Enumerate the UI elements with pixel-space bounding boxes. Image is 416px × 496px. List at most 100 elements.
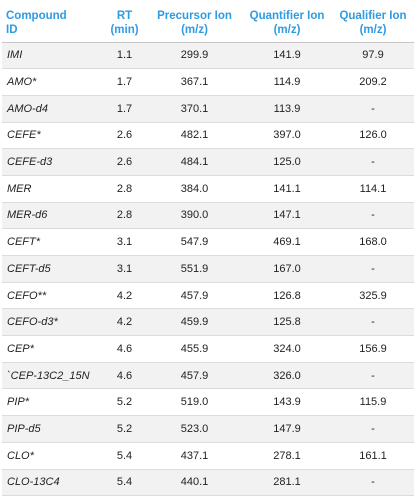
cell-quantifier-ion: 141.1 <box>242 175 332 203</box>
cell-qualifier-ion: - <box>332 95 414 123</box>
cell-qualifier-ion: 209.2 <box>332 68 414 96</box>
cell-qualifier-ion: - <box>332 415 414 443</box>
cell-quantifier-ion: 147.1 <box>242 202 332 230</box>
cell-quantifier-ion: 126.8 <box>242 282 332 310</box>
cell-compound-id: `CEP-13C2_15N <box>2 362 102 390</box>
header-line: Compound <box>6 10 67 23</box>
table-row: PIP-d5 5.2 523.0 147.9- <box>2 415 414 443</box>
cell-quantifier-ion: 147.9 <box>242 415 332 443</box>
table-row: CEFO** 4.2 457.9 126.8 325.9 <box>2 282 414 310</box>
header-line: (m/z) <box>359 24 387 37</box>
header-line: Precursor Ion <box>157 10 232 23</box>
cell-quantifier-ion: 397.0 <box>242 122 332 150</box>
cell-compound-id: CEFE-d3 <box>2 148 102 176</box>
header-rt: RT (min) <box>102 5 147 43</box>
header-qualifier-ion: Qualifier Ion (m/z) <box>332 5 414 43</box>
cell-rt: 5.2 <box>102 415 147 443</box>
cell-rt: 4.6 <box>102 362 147 390</box>
table-row: AMO* 1.7 367.1 114.9 209.2 <box>2 68 414 96</box>
cell-qualifier-ion: 156.9 <box>332 335 414 363</box>
cell-compound-id: CLO* <box>2 442 102 470</box>
header-compound-id: Compound ID <box>2 5 102 43</box>
cell-compound-id: CEFO** <box>2 282 102 310</box>
cell-compound-id: PIP* <box>2 388 102 417</box>
cell-compound-id: AMO* <box>2 68 102 96</box>
header-line: (min) <box>110 24 139 37</box>
cell-quantifier-ion: 114.9 <box>242 68 332 96</box>
header-row: Compound ID RT (min) Precursor Ion (m/z)… <box>2 5 414 43</box>
cell-qualifier-ion: 114.1 <box>332 175 414 203</box>
cell-precursor-ion: 437.1 <box>147 442 242 470</box>
cell-rt: 1.1 <box>102 42 147 70</box>
cell-rt: 5.2 <box>102 388 147 417</box>
cell-rt: 2.8 <box>102 175 147 203</box>
table-row: MER-d6 2.8 390.0 147.1- <box>2 202 414 230</box>
cell-qualifier-ion: - <box>332 202 414 230</box>
table-row: CLO* 5.4 437.1 278.1 161.1 <box>2 442 414 470</box>
cell-qualifier-ion: 161.1 <box>332 442 414 470</box>
table-row: CEFO-d3* 4.2 459.9 125.8- <box>2 308 414 337</box>
cell-rt: 1.7 <box>102 68 147 96</box>
cell-qualifier-ion: - <box>332 148 414 176</box>
header-line: ID <box>6 24 18 37</box>
cell-precursor-ion: 370.1 <box>147 95 242 123</box>
cell-qualifier-ion: - <box>332 255 414 283</box>
cell-precursor-ion: 551.9 <box>147 255 242 283</box>
table-row: CEFE* 2.6 482.1 397.0 126.0 <box>2 122 414 150</box>
header-line: Quantifier Ion <box>249 10 325 23</box>
cell-precursor-ion: 457.9 <box>147 362 242 390</box>
compound-ion-table: Compound ID RT (min) Precursor Ion (m/z)… <box>2 5 414 496</box>
table-row: CEFT-d5 3.1 551.9 167.0- <box>2 255 414 283</box>
table-row: `CEP-13C2_15N 4.6 457.9 326.0- <box>2 362 414 390</box>
cell-rt: 2.6 <box>102 148 147 176</box>
cell-precursor-ion: 390.0 <box>147 202 242 230</box>
cell-qualifier-ion: 325.9 <box>332 282 414 310</box>
cell-precursor-ion: 482.1 <box>147 122 242 150</box>
cell-precursor-ion: 299.9 <box>147 42 242 70</box>
header-line: RT <box>116 10 133 23</box>
cell-rt: 3.1 <box>102 228 147 256</box>
cell-quantifier-ion: 113.9 <box>242 95 332 123</box>
table-row: MER 2.8 384.0 141.1 114.1 <box>2 175 414 203</box>
header-quantifier-ion: Quantifier Ion (m/z) <box>242 5 332 43</box>
table-row: PIP* 5.2 519.0 143.9 115.9 <box>2 388 414 417</box>
cell-compound-id: CEFO-d3* <box>2 308 102 337</box>
cell-quantifier-ion: 143.9 <box>242 388 332 417</box>
cell-compound-id: IMI <box>2 42 102 70</box>
header-line: (m/z) <box>181 24 208 37</box>
cell-rt: 4.2 <box>102 282 147 310</box>
header-line: Qualifier Ion <box>339 10 407 23</box>
cell-quantifier-ion: 125.8 <box>242 308 332 337</box>
cell-qualifier-ion: 97.9 <box>332 42 414 70</box>
cell-compound-id: CEFE* <box>2 122 102 150</box>
cell-precursor-ion: 547.9 <box>147 228 242 256</box>
cell-qualifier-ion: - <box>332 362 414 390</box>
table-row: CEFE-d3 2.6 484.1 125.0- <box>2 148 414 176</box>
cell-precursor-ion: 519.0 <box>147 388 242 417</box>
table-header: Compound ID RT (min) Precursor Ion (m/z)… <box>2 5 414 43</box>
cell-precursor-ion: 455.9 <box>147 335 242 363</box>
cell-rt: 3.1 <box>102 255 147 283</box>
header-precursor-ion: Precursor Ion (m/z) <box>147 5 242 43</box>
table-row: IMI 1.1 299.9 141.9 97.9 <box>2 42 414 70</box>
cell-quantifier-ion: 125.0 <box>242 148 332 176</box>
cell-rt: 1.7 <box>102 95 147 123</box>
cell-precursor-ion: 484.1 <box>147 148 242 176</box>
cell-quantifier-ion: 469.1 <box>242 228 332 256</box>
cell-rt: 2.8 <box>102 202 147 230</box>
cell-compound-id: MER-d6 <box>2 202 102 230</box>
cell-compound-id: AMO-d4 <box>2 95 102 123</box>
cell-precursor-ion: 459.9 <box>147 308 242 337</box>
cell-quantifier-ion: 167.0 <box>242 255 332 283</box>
cell-qualifier-ion: 126.0 <box>332 122 414 150</box>
table-body: IMI 1.1 299.9 141.9 97.9 AMO* 1.7 367.1 114.9 209… <box>2 42 414 496</box>
cell-quantifier-ion: 141.9 <box>242 42 332 70</box>
cell-qualifier-ion: 115.9 <box>332 388 414 417</box>
cell-qualifier-ion: 168.0 <box>332 228 414 256</box>
cell-precursor-ion: 384.0 <box>147 175 242 203</box>
cell-qualifier-ion: - <box>332 308 414 337</box>
table-row: CEP* 4.6 455.9 324.0 156.9 <box>2 335 414 363</box>
cell-quantifier-ion: 326.0 <box>242 362 332 390</box>
cell-precursor-ion: 367.1 <box>147 68 242 96</box>
